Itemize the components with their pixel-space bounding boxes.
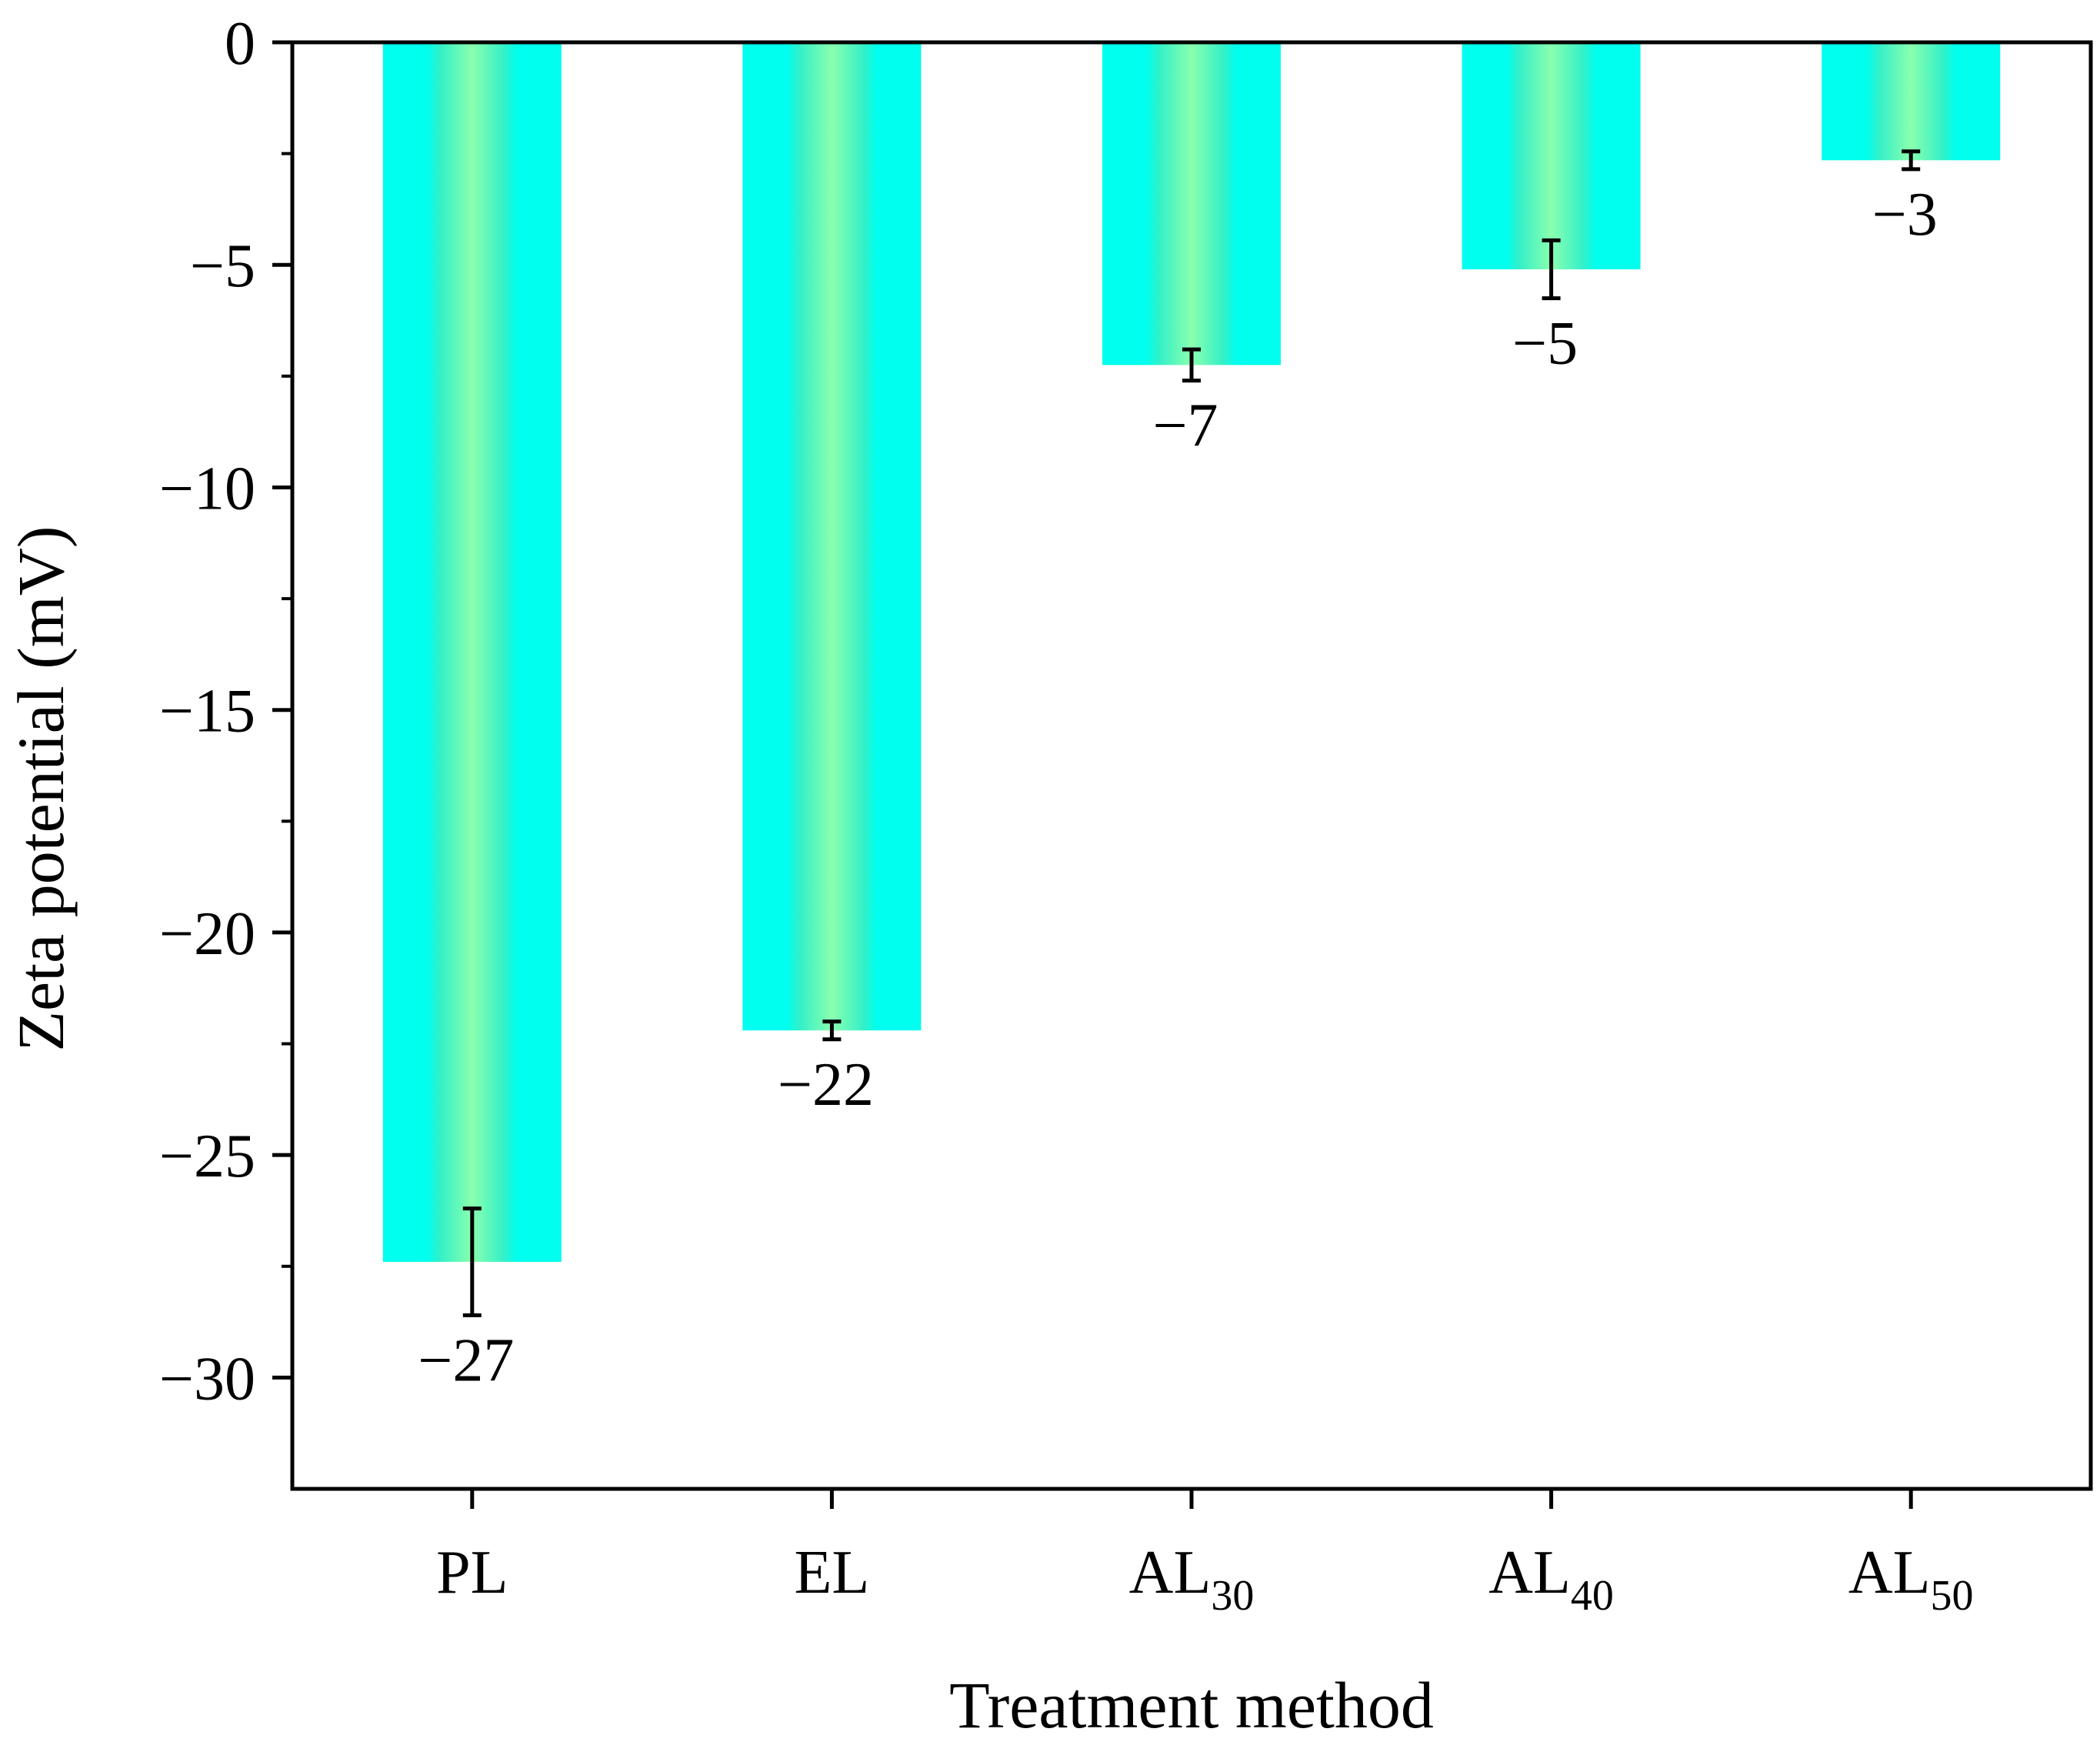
x-category-sub-3: 40 [1571, 1572, 1614, 1620]
y-tick-label-5: −25 [159, 1123, 255, 1190]
error-bar-0 [462, 1206, 482, 1317]
x-category-main-3: AL [1488, 1539, 1571, 1607]
y-tick-label-3: −15 [159, 678, 255, 746]
bar-0 [382, 42, 562, 1262]
data-label-4: −3 [1872, 181, 1938, 249]
data-label-1: −22 [778, 1051, 874, 1119]
error-bars-group [462, 149, 1921, 1317]
x-category-label-2: AL30 [1129, 1539, 1255, 1620]
x-category-main-1: EL [795, 1539, 870, 1607]
data-label-2: −7 [1152, 392, 1218, 460]
x-category-main-2: AL [1129, 1539, 1212, 1607]
x-category-label-0: PL [436, 1539, 508, 1607]
error-bar-1 [822, 1020, 842, 1042]
y-tick-label-1: −5 [190, 232, 255, 300]
x-category-sub-4: 50 [1931, 1572, 1974, 1620]
y-tick-label-6: −30 [159, 1345, 255, 1413]
error-bar-4 [1902, 149, 1921, 172]
bar-1 [742, 42, 922, 1031]
x-category-main-4: AL [1848, 1539, 1931, 1607]
bar-4 [1822, 42, 2001, 161]
data-label-3: −5 [1512, 310, 1578, 378]
x-axis-title: Treatment method [949, 1668, 1434, 1742]
y-tick-label-4: −20 [159, 900, 255, 968]
y-tick-label-2: −10 [159, 455, 255, 522]
data-labels-group: −27 −22 −7 −5 −3 [418, 181, 1938, 1395]
error-bar-2 [1182, 347, 1201, 383]
x-category-label-3: AL40 [1488, 1539, 1614, 1620]
x-category-label-4: AL50 [1848, 1539, 1974, 1620]
y-axis-title: Zeta potential (mV) [4, 526, 78, 1052]
x-category-label-1: EL [795, 1539, 870, 1607]
data-label-0: −27 [418, 1327, 514, 1394]
bars-group [382, 42, 2001, 1262]
y-ticks-group: 0 −5 −10 −15 −20 −25 −30 [159, 10, 292, 1413]
x-category-sub-2: 30 [1211, 1572, 1254, 1620]
bar-3 [1462, 42, 1641, 270]
x-ticks-group: PL EL AL30 AL40 AL50 [436, 1489, 1974, 1620]
y-tick-label-0: 0 [225, 10, 255, 78]
error-bar-3 [1542, 238, 1561, 301]
bar-2 [1102, 42, 1281, 365]
x-category-main-0: PL [436, 1539, 508, 1607]
